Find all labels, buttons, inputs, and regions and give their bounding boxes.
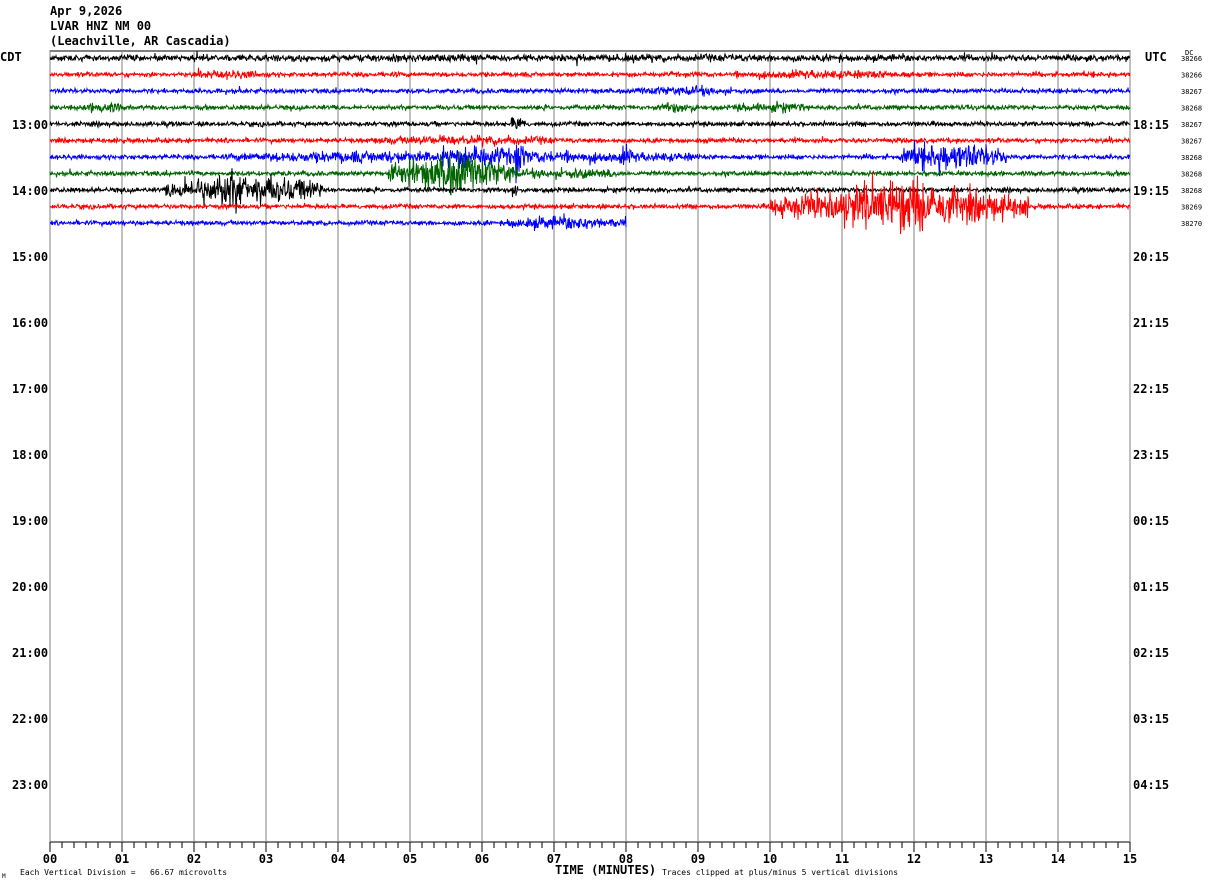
left-hour-label: 22:00 — [12, 712, 48, 726]
seismic-trace — [49, 51, 1131, 67]
seismic-trace — [49, 151, 1131, 196]
dc-offset-label: 38268 — [1181, 171, 1202, 179]
corner-mark: M — [2, 873, 6, 880]
right-hour-label: 03:15 — [1133, 712, 1169, 726]
plot-frame — [49, 50, 1131, 843]
left-hour-label: 20:00 — [12, 580, 48, 594]
clip-note: Traces clipped at plus/minus 5 vertical … — [662, 868, 898, 877]
dc-offset-label: 38269 — [1181, 204, 1202, 212]
x-tick-label: 15 — [1123, 852, 1137, 866]
right-hour-label: 22:15 — [1133, 382, 1169, 396]
dc-offset-label: 38268 — [1181, 187, 1202, 195]
x-tick-label: 13 — [979, 852, 993, 866]
seismic-trace — [49, 139, 1131, 184]
dc-offset-label: 38267 — [1181, 88, 1202, 96]
right-timezone-label: UTC — [1145, 50, 1167, 64]
left-hour-label: 18:00 — [12, 448, 48, 462]
x-tick-label: 14 — [1051, 852, 1065, 866]
left-hour-label: 23:00 — [12, 778, 48, 792]
right-hour-label: 01:15 — [1133, 580, 1169, 594]
dc-offset-label: 38268 — [1181, 105, 1202, 113]
right-hour-label: 04:15 — [1133, 778, 1169, 792]
dc-offset-label: 38267 — [1181, 121, 1202, 129]
left-hour-label: 14:00 — [12, 184, 48, 198]
x-tick-label: 06 — [475, 852, 489, 866]
right-hour-label: 00:15 — [1133, 514, 1169, 528]
seismic-trace — [49, 134, 1131, 148]
seismic-trace — [49, 172, 1131, 235]
dc-label: DC — [1185, 49, 1193, 57]
dc-offset-label: 38267 — [1181, 138, 1202, 146]
left-hour-label: 13:00 — [12, 118, 48, 132]
dc-offset-label: 38270 — [1181, 220, 1202, 228]
x-tick-label: 05 — [403, 852, 417, 866]
right-hour-label: 21:15 — [1133, 316, 1169, 330]
left-hour-label: 16:00 — [12, 316, 48, 330]
x-tick-label: 00 — [43, 852, 57, 866]
right-hour-label: 18:15 — [1133, 118, 1169, 132]
x-tick-label: 12 — [907, 852, 921, 866]
scale-note: Each Vertical Division = 66.67 microvolt… — [20, 868, 227, 877]
right-hour-label: 02:15 — [1133, 646, 1169, 660]
date-label: Apr 9,2026 — [50, 4, 123, 18]
dc-offset-label: 38266 — [1181, 72, 1202, 80]
right-hour-label: 23:15 — [1133, 448, 1169, 462]
x-tick-label: 09 — [691, 852, 705, 866]
left-timezone-label: CDT — [0, 50, 22, 64]
x-tick-label: 11 — [835, 852, 849, 866]
seismic-trace — [49, 67, 1131, 81]
left-hour-label: 15:00 — [12, 250, 48, 264]
x-tick-label: 03 — [259, 852, 273, 866]
x-axis-label: TIME (MINUTES) — [555, 863, 656, 877]
location-label: (Leachville, AR Cascadia) — [50, 34, 231, 48]
seismic-trace — [49, 84, 1131, 97]
x-tick-label: 10 — [763, 852, 777, 866]
x-tick-label: 02 — [187, 852, 201, 866]
seismic-trace — [49, 213, 627, 232]
x-tick-label: 04 — [331, 852, 345, 866]
seismic-trace — [49, 100, 1131, 114]
x-tick-label: 07 — [547, 852, 561, 866]
dc-offset-label: 38266 — [1181, 55, 1202, 63]
station-label: LVAR HNZ NM 00 — [50, 19, 152, 33]
right-hour-label: 19:15 — [1133, 184, 1169, 198]
left-hour-label: 17:00 — [12, 382, 48, 396]
dc-offset-label: 38268 — [1181, 154, 1202, 162]
left-hour-label: 19:00 — [12, 514, 48, 528]
x-tick-label: 08 — [619, 852, 633, 866]
right-hour-label: 20:15 — [1133, 250, 1169, 264]
x-tick-label: 01 — [115, 852, 129, 866]
seismic-trace — [49, 117, 1131, 130]
left-hour-label: 21:00 — [12, 646, 48, 660]
